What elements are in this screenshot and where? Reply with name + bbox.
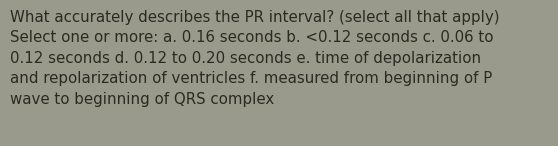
Text: What accurately describes the PR interval? (select all that apply)
Select one or: What accurately describes the PR interva… <box>10 10 499 107</box>
